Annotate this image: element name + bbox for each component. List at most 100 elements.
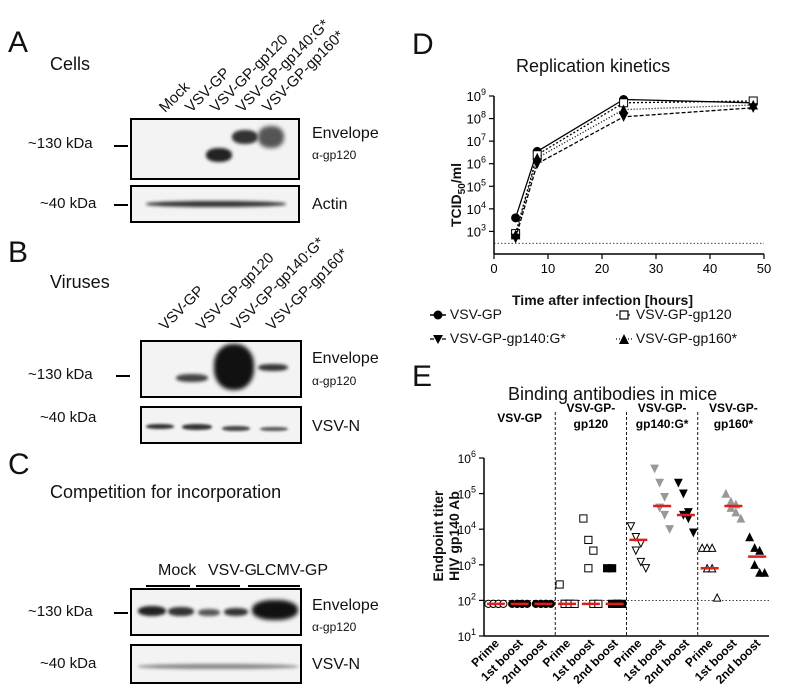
panel-d-legend: VSV-GP VSV-GP-gp120 VSV-GP-gp140:G* VSV-… xyxy=(430,306,790,352)
blot-band xyxy=(214,344,254,390)
data-point xyxy=(631,546,641,556)
blot-band xyxy=(138,606,166,616)
y-tick-label: 104 xyxy=(467,200,486,217)
blot-band xyxy=(146,201,286,207)
panel-a-envelope-blot xyxy=(130,118,300,180)
panel-b-vsvn-blot xyxy=(140,406,302,444)
mw-marker-dash xyxy=(114,612,128,614)
y-tick-label: 106 xyxy=(467,155,486,172)
filled-circle-icon xyxy=(430,310,446,320)
legend-item: VSV-GP-gp120 xyxy=(616,306,732,323)
data-point xyxy=(736,513,746,523)
data-point xyxy=(712,592,722,602)
mw-marker-dash xyxy=(114,204,128,206)
panel-a-mw-40: ~40 kDa xyxy=(40,195,97,212)
blot-band xyxy=(258,364,288,371)
data-point xyxy=(678,489,688,499)
filled-down-triangle-icon xyxy=(430,335,446,345)
y-tick-label: 108 xyxy=(467,110,486,127)
panel-a-letter: A xyxy=(8,26,29,59)
data-point xyxy=(579,514,588,523)
blot-band xyxy=(232,130,258,144)
y-tick-label: 104 xyxy=(458,520,476,537)
replication-kinetics-plot: 0 10 20 30 40 50 103 104 105 106 107 108 109 xyxy=(467,87,772,276)
legend-item: VSV-GP xyxy=(430,306,502,323)
data-point xyxy=(555,580,564,589)
legend-item: VSV-GP-gp140:G* xyxy=(430,330,566,347)
filled-up-triangle-icon xyxy=(616,334,632,345)
data-point xyxy=(660,510,670,520)
panel-a-envelope-label: Envelope xyxy=(312,125,379,142)
group-label: VSV-GP- xyxy=(567,401,616,415)
x-tick-label: 50 xyxy=(757,261,771,276)
y-tick-label: 105 xyxy=(467,177,486,194)
panel-c-vsvn-blot xyxy=(130,644,302,684)
data-point xyxy=(641,564,651,573)
blot-band xyxy=(222,426,250,431)
data-point xyxy=(731,507,741,517)
group-underline xyxy=(248,585,300,587)
x-tick-label: 30 xyxy=(649,261,663,276)
x-tick-label: 0 xyxy=(490,261,497,276)
y-tick-label: 103 xyxy=(458,556,476,573)
series-line xyxy=(514,98,754,219)
group-label: VSV-GP- xyxy=(638,401,687,415)
data-point xyxy=(655,478,665,488)
panel-c-group-label: Mock xyxy=(158,562,197,579)
legend-item: VSV-GP-gp160* xyxy=(616,330,737,347)
data-point xyxy=(510,229,521,240)
data-point xyxy=(660,492,670,502)
panel-c-group-label: LCMV-GP xyxy=(256,562,329,579)
panel-d-xlabel-wrap: Time after infection [hours] xyxy=(470,292,794,312)
panel-e-letter: E xyxy=(412,360,433,393)
blot-band xyxy=(146,424,174,429)
data-point xyxy=(688,528,698,538)
panel-d-letter: D xyxy=(412,28,434,61)
series-line xyxy=(514,107,754,239)
data-point xyxy=(726,503,736,512)
y-tick-label: 109 xyxy=(467,87,486,104)
panel-a-mw-130: ~130 kDa xyxy=(28,135,93,152)
group-underline xyxy=(196,585,240,587)
panel-a-title: Cells xyxy=(50,54,91,74)
open-square-icon xyxy=(616,310,632,320)
data-point xyxy=(748,99,759,110)
series-line xyxy=(514,104,754,236)
panel-c-mw-40: ~40 kDa xyxy=(40,655,97,672)
data-point xyxy=(745,532,755,542)
panel-c-title: Competition for incorporation xyxy=(50,482,282,502)
data-point xyxy=(750,543,760,552)
blot-band xyxy=(260,427,288,431)
data-point xyxy=(673,478,683,488)
data-point xyxy=(532,152,543,163)
y-tick-label: 106 xyxy=(458,449,476,466)
y-tick-label: 103 xyxy=(467,222,486,239)
data-point xyxy=(608,564,617,573)
panel-e-title: Binding antibodies in mice xyxy=(508,384,718,404)
panel-b-antibody-label: α-gp120 xyxy=(312,374,357,388)
x-tick-label: 20 xyxy=(595,261,609,276)
y-tick-label: 105 xyxy=(458,485,476,502)
blot-band xyxy=(252,600,298,620)
data-point xyxy=(750,560,760,569)
data-point xyxy=(755,545,765,555)
panel-d-xlabel: Time after infection [hours] xyxy=(512,292,693,308)
data-point xyxy=(626,522,636,532)
blot-band xyxy=(176,374,208,382)
panel-b-mw-40: ~40 kDa xyxy=(40,409,97,426)
data-point xyxy=(584,535,593,545)
y-tick-label: 107 xyxy=(467,132,486,149)
group-underline xyxy=(146,585,190,587)
series-line xyxy=(514,100,754,234)
panel-d-title: Replication kinetics xyxy=(516,56,671,76)
blot-band xyxy=(138,664,298,669)
panel-d-ylabel: TCID50/ml xyxy=(448,162,468,228)
data-point xyxy=(636,557,646,567)
panel-a-actin-label: Actin xyxy=(312,196,348,213)
y-tick-label: 102 xyxy=(458,591,476,608)
panel-b-mw-130: ~130 kDa xyxy=(28,366,93,383)
blot-band xyxy=(258,126,284,148)
data-point xyxy=(707,543,717,552)
panel-b-envelope-label: Envelope xyxy=(312,350,379,367)
